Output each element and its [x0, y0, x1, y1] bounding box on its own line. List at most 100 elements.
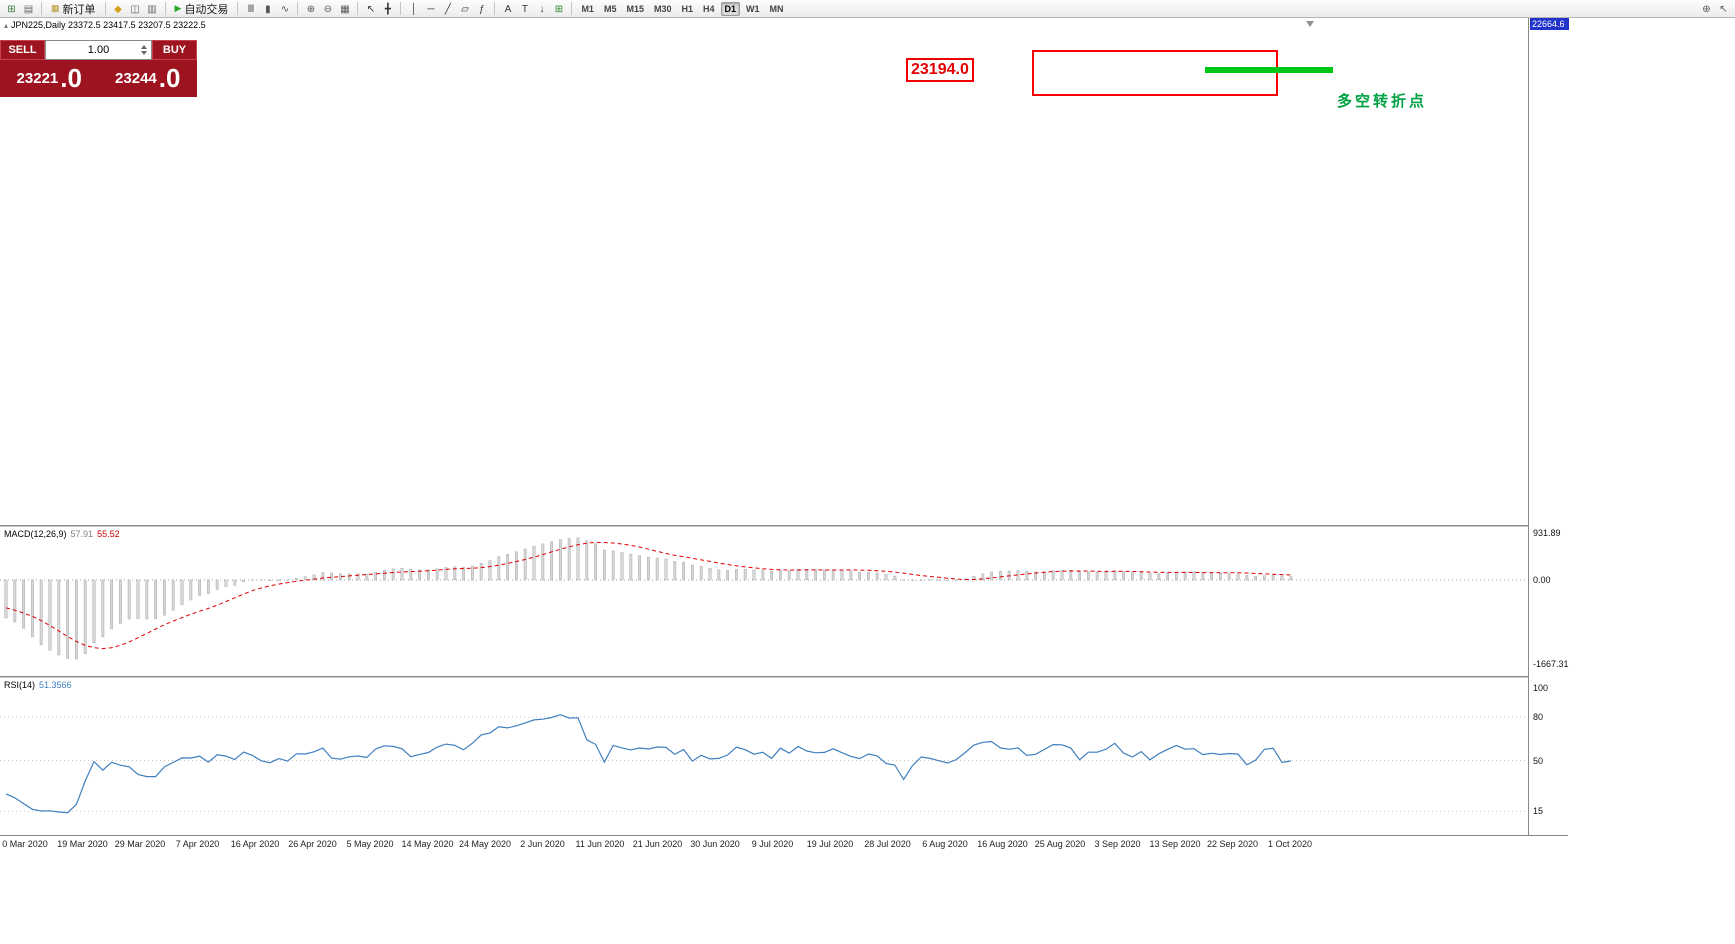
volume-increase-button[interactable]	[140, 45, 147, 49]
line-chart-icon[interactable]: ∿	[280, 4, 290, 15]
macd-scale-label: 0.00	[1533, 574, 1551, 585]
pointer-icon[interactable]: ↖	[1719, 4, 1728, 15]
volume-field[interactable]: 1.00	[45, 40, 152, 60]
price-line-label: 22664.6	[1530, 18, 1569, 30]
timeframe-mn-button[interactable]: MN	[769, 3, 784, 14]
zoom-out-icon[interactable]: ⊖	[323, 4, 333, 15]
rsi-value: 51.3566	[39, 680, 72, 690]
vertical-line-icon[interactable]: │	[410, 4, 418, 15]
turning-point-annotation: 多空转折点	[1337, 93, 1428, 110]
fibonacci-icon[interactable]: ƒ	[479, 4, 485, 15]
navigator-icon[interactable]: ▥	[147, 4, 157, 15]
time-axis-label: 28 Jul 2020	[864, 839, 911, 849]
trendline-icon[interactable]: ╱	[444, 4, 451, 15]
time-axis-label: 14 May 2020	[401, 839, 454, 849]
toolbar-separator	[164, 2, 166, 15]
time-axis-label: 13 Sep 2020	[1149, 839, 1201, 849]
time-axis-label: 19 Jul 2020	[806, 839, 854, 849]
rsi-scale-label: 100	[1533, 683, 1549, 693]
buy-price: 23244.0	[99, 60, 198, 97]
timeframe-w1-button[interactable]: W1	[746, 3, 760, 14]
data-window-icon[interactable]: ◫	[130, 4, 140, 15]
toolbar-separator	[41, 2, 42, 15]
arrow-tool-icon[interactable]: ↓	[539, 4, 545, 15]
toolbar-separator	[237, 2, 239, 15]
sell-price-frac: .0	[60, 63, 82, 94]
pane-separator-main-macd[interactable]	[0, 525, 1568, 527]
volume-value: 1.00	[87, 44, 110, 56]
time-axis-label: 1 Oct 2020	[1267, 839, 1313, 849]
macd-scale-label: -1667.31	[1533, 659, 1569, 669]
sell-price-main: 23221	[16, 70, 59, 87]
time-axis-label: 19 Mar 2020	[57, 839, 108, 849]
toolbar-separator	[571, 2, 573, 15]
rsi-scale-label: 80	[1533, 712, 1544, 722]
macd-name: MACD(12,26,9)	[4, 529, 67, 539]
channel-icon[interactable]: ▱	[461, 4, 469, 15]
chart-shift-marker[interactable]	[1306, 21, 1314, 27]
macd-indicator-label: MACD(12,26,9) 57.91 55.52	[4, 529, 120, 539]
volume-spinner	[138, 42, 149, 58]
new-order-button-label: 新订单	[62, 3, 96, 16]
one-click-trading-panel: SELL 1.00 BUY 23221.0 23244.0	[0, 40, 197, 97]
timeframe-m5-button[interactable]: M5	[603, 3, 617, 14]
market-watch-icon[interactable]: ◆	[114, 4, 122, 15]
bar-chart-icon[interactable]: Ⅲ	[247, 4, 255, 15]
price-axis[interactable]: 22195.021700.021205.020695.020200.019690…	[1528, 18, 1569, 835]
sell-button[interactable]: SELL	[0, 40, 45, 60]
search-icon[interactable]: ⊕	[1702, 4, 1711, 15]
macd-scale-label: 931.89	[1533, 528, 1561, 538]
pane-separator-macd-rsi[interactable]	[0, 676, 1568, 678]
autotrading-button[interactable]: ▶ 自动交易	[170, 1, 234, 17]
time-axis-label: 21 Jun 2020	[632, 839, 683, 849]
macd-signal-line	[5, 541, 1291, 650]
toolbar-separator	[297, 2, 299, 15]
time-axis-label: 30 Jun 2020	[690, 839, 740, 849]
cursor-icon[interactable]: ↖	[366, 4, 376, 15]
new-order-button[interactable]: ▦ 新订单	[46, 1, 101, 17]
buy-button[interactable]: BUY	[152, 40, 197, 60]
timeframe-m1-button[interactable]: M1	[581, 3, 594, 14]
indicators-icon[interactable]: ⊞	[554, 4, 564, 15]
crosshair-icon[interactable]: ╋	[384, 4, 391, 15]
toolbar: ⊞ ▤ ▦ 新订单 ◆ ◫ ▥ ▶ 自动交易 Ⅲ ▮ ∿ ⊕ ⊖ ▦ ↖ ╋ │ ─ ╱ ▱ ƒ A T ↓ ⊞ M1 M5 M15 M3…	[0, 0, 1735, 18]
price-callout-label: 23194.0	[906, 58, 974, 82]
time-axis-label: 16 Apr 2020	[230, 839, 280, 849]
profiles-icon[interactable]: ▤	[23, 4, 34, 15]
support-highlight-line	[1205, 67, 1333, 73]
time-axis-label: 24 May 2020	[458, 839, 512, 849]
timeframe-m15-button[interactable]: M15	[626, 3, 644, 14]
macd-signal-value: 55.52	[97, 529, 120, 539]
timeframe-h4-button[interactable]: H4	[703, 3, 715, 14]
sell-price: 23221.0	[0, 60, 99, 97]
rsi-scale-label: 15	[1533, 806, 1544, 817]
time-axis-label: 26 Apr 2020	[288, 839, 337, 849]
new-order-icon: ▦	[51, 3, 60, 13]
timeframe-m30-button[interactable]: M30	[653, 3, 672, 14]
macd-histogram	[4, 537, 1293, 660]
label-tool-icon[interactable]: T	[521, 4, 528, 15]
timeframe-h1-button[interactable]: H1	[681, 3, 694, 14]
autotrade-play-icon: ▶	[174, 3, 182, 13]
text-tool-icon[interactable]: A	[504, 4, 512, 15]
rsi-line	[5, 714, 1291, 814]
horizontal-line-icon[interactable]: ─	[427, 4, 435, 15]
time-axis-label: 25 Aug 2020	[1034, 839, 1086, 849]
price-chart-canvas[interactable]	[0, 0, 1568, 852]
tile-windows-icon[interactable]: ▦	[340, 4, 350, 15]
time-axis-label: 22 Sep 2020	[1206, 839, 1259, 849]
time-axis-label: 29 Mar 2020	[114, 839, 166, 849]
buy-price-main: 23244	[115, 70, 157, 87]
time-axis-label: 5 May 2020	[346, 839, 394, 849]
zoom-in-icon[interactable]: ⊕	[306, 4, 316, 15]
time-axis-label: 2 Jun 2020	[520, 839, 565, 849]
toolbar-separator	[357, 2, 359, 15]
candlestick-chart-icon[interactable]: ▮	[265, 4, 271, 15]
new-chart-icon[interactable]: ⊞	[7, 4, 16, 15]
chart-symbol-title: ▴ JPN225,Daily 23372.5 23417.5 23207.5 23…	[4, 20, 206, 30]
volume-decrease-button[interactable]	[140, 51, 147, 55]
time-axis[interactable]: 0 Mar 2020 19 Mar 2020 29 Mar 2020 7 Apr 20…	[0, 835, 1568, 852]
timeframe-d1-button[interactable]: D1	[720, 1, 741, 16]
symbol-ohlc-text: JPN225,Daily 23372.5 23417.5 23207.5 232…	[11, 20, 206, 30]
time-axis-label: 9 Jul 2020	[751, 839, 794, 849]
